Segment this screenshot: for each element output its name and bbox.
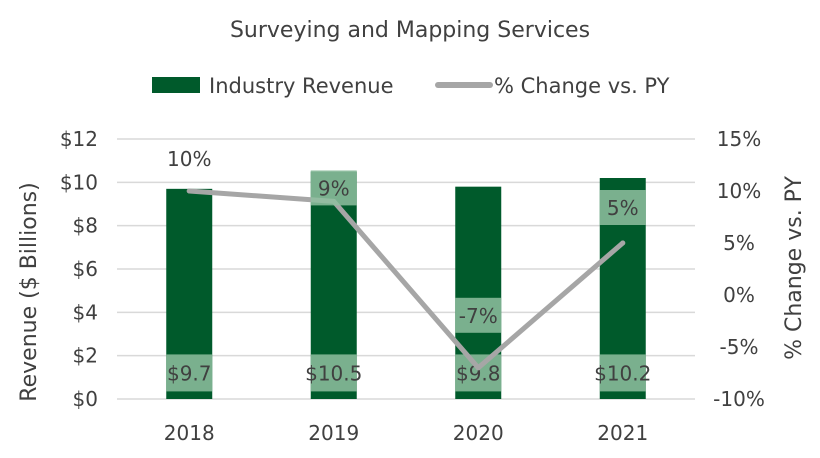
bar-label: $10.2 (594, 361, 651, 385)
line-label: 5% (607, 196, 639, 220)
bar-label-box (166, 354, 213, 392)
line-label: 10% (167, 147, 211, 171)
y2-axis-label: % Change vs. PY (782, 176, 807, 360)
x-axis-ticks: 2018 2019 2020 2021 (164, 421, 648, 445)
legend-label-change: % Change vs. PY (494, 74, 670, 98)
line-point-2018 (186, 188, 192, 194)
x-tick-label: 2020 (453, 421, 504, 445)
y-tick-label: $6 (73, 257, 98, 281)
line-point-2020 (475, 365, 481, 371)
y2-tick-label: 15% (717, 127, 761, 151)
gridlines (117, 138, 695, 400)
y2-tick-label: -10% (713, 387, 765, 411)
line-label: -7% (459, 304, 498, 328)
y-tick-label: $8 (73, 214, 98, 238)
y2-tick-label: -5% (720, 335, 759, 359)
x-tick-label: 2021 (597, 421, 648, 445)
y-tick-label: $0 (73, 387, 98, 411)
y-axis-ticks: $0 $2 $4 $6 $8 $10 $12 (60, 127, 98, 411)
chart-title: Surveying and Mapping Services (230, 18, 590, 43)
y2-axis-ticks: -10% -5% 0% 5% 10% 15% (713, 127, 765, 411)
y2-tick-label: 10% (717, 179, 761, 203)
legend: Industry Revenue % Change vs. PY (152, 74, 670, 98)
line-series (186, 188, 626, 371)
y-axis-label: Revenue ($ Billions) (17, 182, 42, 401)
line-point-2021 (620, 240, 626, 246)
line-label-box (599, 190, 646, 225)
bar-data-labels: $9.7 $10.5 $9.8 $10.2 (166, 354, 651, 392)
line-data-labels: 10% 9% -7% 5% (167, 147, 646, 333)
y2-tick-label: 0% (723, 283, 755, 307)
x-tick-label: 2018 (164, 421, 215, 445)
y-tick-label: $2 (73, 344, 98, 368)
line-label-box (455, 297, 502, 333)
bar-label: $10.5 (305, 361, 362, 385)
y-tick-label: $12 (60, 127, 98, 151)
line-label-box (310, 170, 357, 206)
bar-label: $9.7 (167, 361, 212, 385)
y-tick-label: $4 (73, 300, 98, 324)
y2-tick-label: 5% (723, 231, 755, 255)
bar-label-box (599, 354, 646, 392)
bar-label-box (310, 354, 357, 392)
bar-label-box (455, 354, 502, 392)
x-tick-label: 2019 (308, 421, 359, 445)
legend-swatch-revenue (152, 77, 200, 93)
y-tick-label: $10 (60, 170, 98, 194)
legend-label-revenue: Industry Revenue (209, 74, 394, 98)
line-change-vs-py (186, 188, 626, 371)
line-label: 9% (318, 176, 350, 200)
